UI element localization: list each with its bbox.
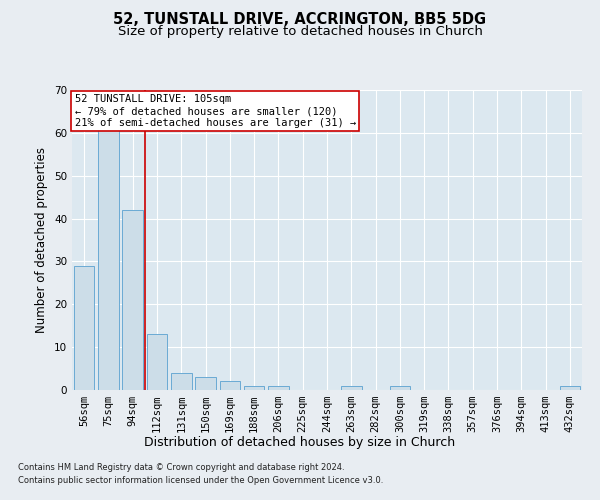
Text: Contains public sector information licensed under the Open Government Licence v3: Contains public sector information licen… [18, 476, 383, 485]
Bar [146, 334, 167, 390]
Bar [220, 382, 240, 390]
Bar [268, 386, 289, 390]
Bar [122, 210, 143, 390]
Text: Distribution of detached houses by size in Church: Distribution of detached houses by size … [145, 436, 455, 449]
Text: 52 TUNSTALL DRIVE: 105sqm
← 79% of detached houses are smaller (120)
21% of semi: 52 TUNSTALL DRIVE: 105sqm ← 79% of detac… [74, 94, 356, 128]
Bar [98, 120, 119, 390]
Bar [244, 386, 265, 390]
Y-axis label: Number of detached properties: Number of detached properties [35, 147, 49, 333]
Bar [195, 377, 216, 390]
Text: Size of property relative to detached houses in Church: Size of property relative to detached ho… [118, 25, 482, 38]
Bar [389, 386, 410, 390]
Bar [341, 386, 362, 390]
Bar [171, 373, 191, 390]
Bar [74, 266, 94, 390]
Text: 52, TUNSTALL DRIVE, ACCRINGTON, BB5 5DG: 52, TUNSTALL DRIVE, ACCRINGTON, BB5 5DG [113, 12, 487, 28]
Bar [560, 386, 580, 390]
Text: Contains HM Land Registry data © Crown copyright and database right 2024.: Contains HM Land Registry data © Crown c… [18, 464, 344, 472]
